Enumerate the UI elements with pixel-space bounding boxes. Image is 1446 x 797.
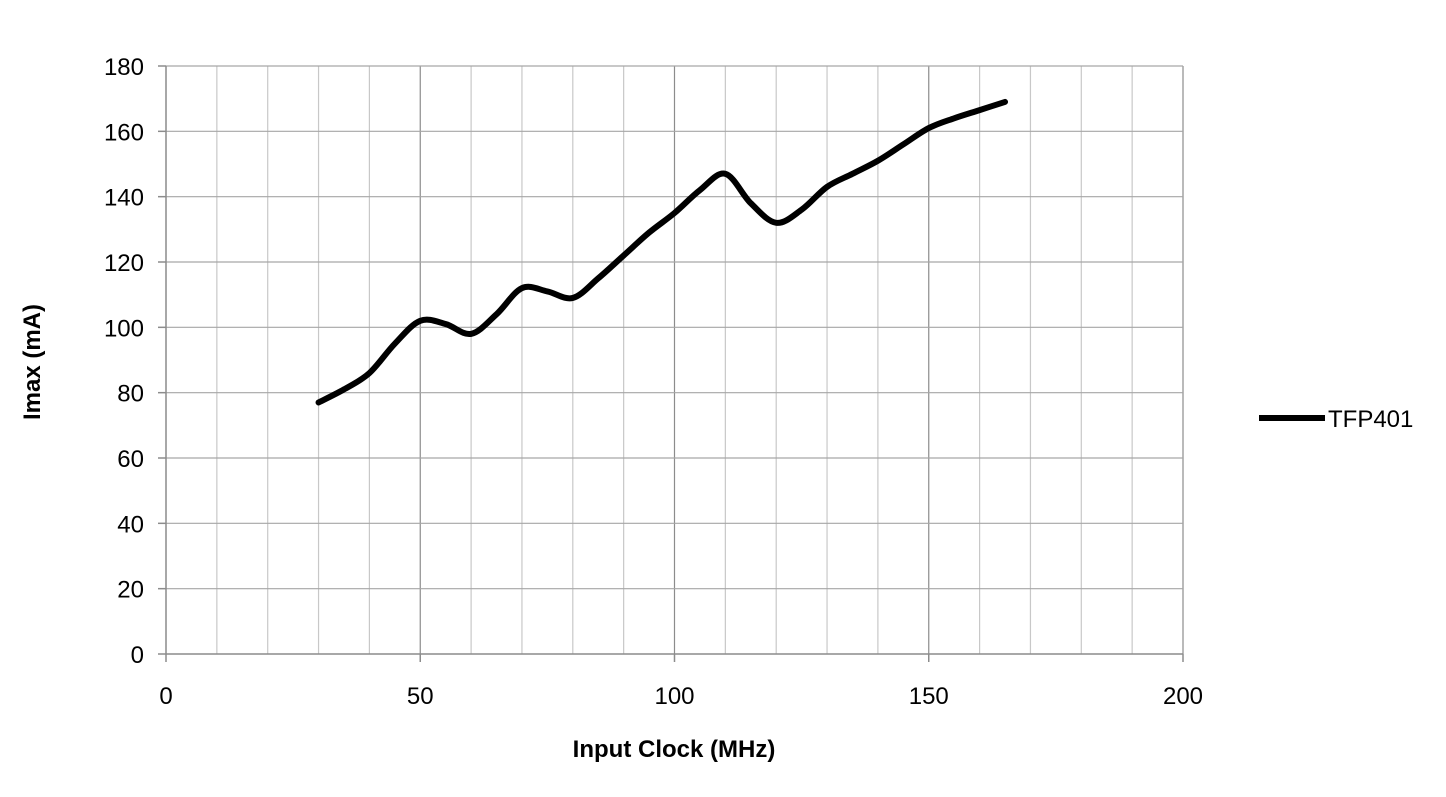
x-tick-label: 100	[654, 683, 694, 710]
y-tick-label: 0	[131, 642, 144, 669]
series-layer	[315, 98, 1009, 406]
y-tick-label: 180	[104, 54, 144, 81]
series-line-tfp401	[315, 98, 1009, 406]
x-tick-label: 50	[407, 683, 434, 710]
y-axis-title: Imax (mA)	[19, 304, 46, 420]
y-tick-label: 60	[117, 446, 144, 473]
x-tick-label: 200	[1163, 683, 1203, 710]
axes	[158, 65, 1184, 662]
y-tick-label: 80	[117, 381, 144, 408]
x-tick-label: 0	[159, 683, 172, 710]
y-tick-label: 140	[104, 185, 144, 212]
grid	[166, 65, 1184, 654]
y-tick-label: 40	[117, 511, 144, 538]
legend-label-tfp401: TFP401	[1328, 406, 1413, 433]
y-tick-label: 20	[117, 577, 144, 604]
x-axis-title: Input Clock (MHz)	[573, 736, 776, 763]
y-tick-label: 100	[104, 315, 144, 342]
y-tick-label: 160	[104, 119, 144, 146]
y-tick-label: 120	[104, 250, 144, 277]
tick-labels: 0 20 40 60 80 100 120 140 160 180 0 50 100 150 200	[104, 54, 1203, 710]
legend: TFP401	[1259, 406, 1413, 433]
x-tick-label: 150	[909, 683, 949, 710]
